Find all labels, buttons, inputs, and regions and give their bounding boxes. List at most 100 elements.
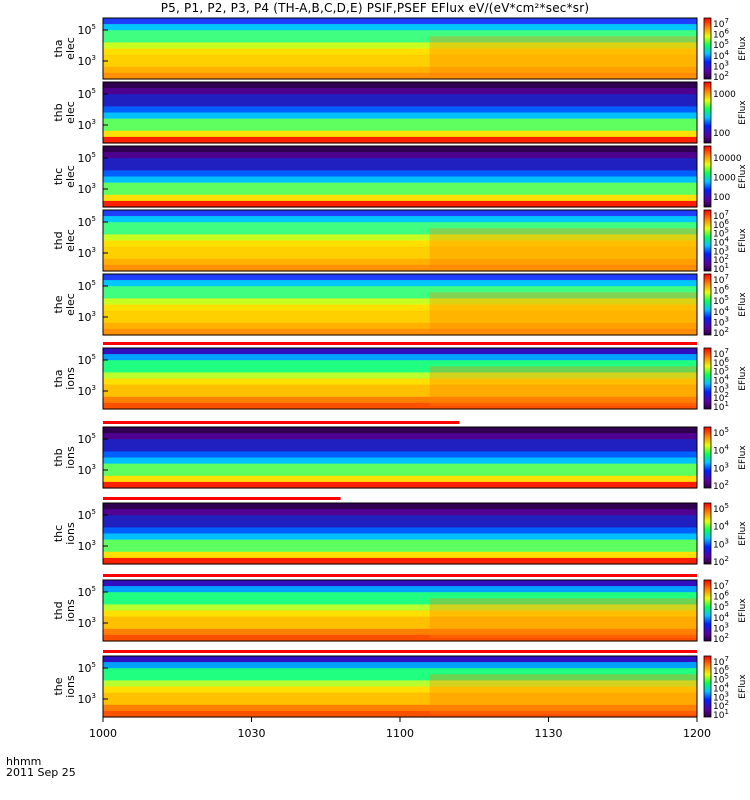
energy-band xyxy=(103,680,697,688)
plot-title: P5, P1, P2, P3, P4 (TH-A,B,C,D,E) PSIF,P… xyxy=(160,1,590,15)
y-tick-label: 105 xyxy=(78,279,96,293)
panel-probe-label: tha xyxy=(52,39,65,57)
energy-band xyxy=(103,396,697,404)
panel-species-label: ions xyxy=(64,367,77,390)
x-tick-label: 1030 xyxy=(238,727,266,740)
y-tick-label: 105 xyxy=(78,87,96,101)
energy-band xyxy=(103,240,697,248)
energy-band xyxy=(103,310,697,318)
energy-band xyxy=(103,286,697,293)
energy-band xyxy=(103,112,697,120)
energy-band xyxy=(103,258,697,266)
colorbar xyxy=(703,502,712,565)
energy-band xyxy=(103,427,697,434)
time-footer: hhmm 2011 Sep 25 xyxy=(6,756,76,778)
energy-band xyxy=(103,475,697,483)
energy-band xyxy=(103,216,697,223)
energy-band xyxy=(103,118,697,126)
energy-band xyxy=(103,292,697,299)
energy-band xyxy=(103,188,697,196)
y-tick-label: 103 xyxy=(78,246,96,260)
energy-band xyxy=(103,515,697,522)
colorbar-title: EFlux xyxy=(738,292,748,317)
colorbar-tick-label: 104 xyxy=(713,444,729,457)
energy-band xyxy=(103,390,697,398)
energy-band xyxy=(103,228,697,235)
flux-enhancement xyxy=(429,674,697,714)
energy-band xyxy=(103,366,697,373)
y-tick-label: 103 xyxy=(78,463,96,477)
panel-probe-label: thb xyxy=(52,448,65,466)
panel-probe-label: thc xyxy=(52,525,65,542)
panel-probe-label: the xyxy=(52,677,65,695)
energy-band xyxy=(103,48,697,56)
x-tick-label: 1100 xyxy=(386,727,414,740)
energy-band xyxy=(103,100,697,107)
energy-band xyxy=(103,662,697,669)
panel-species-label: elec xyxy=(64,229,77,252)
colorbar xyxy=(703,347,712,410)
colorbar-tick-label: 104 xyxy=(713,520,729,533)
energy-band xyxy=(103,194,697,202)
energy-band xyxy=(103,24,697,31)
panel-species-label: elec xyxy=(64,101,77,124)
date-label: 2011 Sep 25 xyxy=(6,766,76,779)
energy-band xyxy=(103,322,697,330)
energy-band xyxy=(103,551,697,559)
energy-band xyxy=(103,686,697,694)
energy-band xyxy=(103,668,697,675)
x-tick-label: 1200 xyxy=(683,727,711,740)
colorbar-tick-label: 105 xyxy=(713,426,729,439)
colorbar-tick-label: 103 xyxy=(713,537,729,550)
colorbar xyxy=(703,209,712,272)
energy-band xyxy=(103,586,697,593)
colorbar-title: EFlux xyxy=(738,36,748,61)
energy-band xyxy=(103,146,697,153)
panel-species-label: elec xyxy=(64,37,77,60)
energy-band xyxy=(103,580,697,587)
colorbar-tick-label: 102 xyxy=(713,479,729,492)
panel-probe-label: tha xyxy=(52,369,65,387)
energy-band xyxy=(103,445,697,452)
energy-band xyxy=(103,463,697,471)
energy-band xyxy=(103,280,697,287)
y-tick-label: 103 xyxy=(78,539,96,553)
energy-band xyxy=(103,533,697,541)
energy-band xyxy=(103,674,697,681)
energy-band xyxy=(103,378,697,386)
energy-band xyxy=(103,210,697,217)
energy-band xyxy=(103,124,697,132)
flux-enhancement xyxy=(429,598,697,638)
panel-frame xyxy=(102,502,698,565)
panel-species-label: ions xyxy=(64,675,77,698)
panel-species-label: elec xyxy=(64,165,77,188)
energy-band xyxy=(103,457,697,465)
y-tick-label: 103 xyxy=(78,54,96,68)
energy-band xyxy=(103,503,697,510)
energy-band xyxy=(103,557,697,565)
energy-band xyxy=(103,348,697,355)
energy-band xyxy=(103,252,697,260)
panel-species-label: ions xyxy=(64,446,77,469)
energy-band xyxy=(103,354,697,361)
panel-probe-label: the xyxy=(52,295,65,313)
energy-band xyxy=(103,704,697,712)
colorbar xyxy=(703,145,712,208)
energy-band xyxy=(103,130,697,138)
y-tick-label: 105 xyxy=(78,661,96,675)
energy-band xyxy=(103,72,697,80)
energy-band xyxy=(103,136,697,144)
panel-frame xyxy=(102,17,698,80)
panel-frame xyxy=(102,81,698,144)
energy-band xyxy=(103,60,697,68)
colorbar-tick-label: 1000 xyxy=(713,90,736,100)
data-coverage-bar xyxy=(103,342,697,345)
energy-band xyxy=(103,469,697,477)
colorbar-title: EFlux xyxy=(738,228,748,253)
colorbar-title: EFlux xyxy=(738,521,748,546)
